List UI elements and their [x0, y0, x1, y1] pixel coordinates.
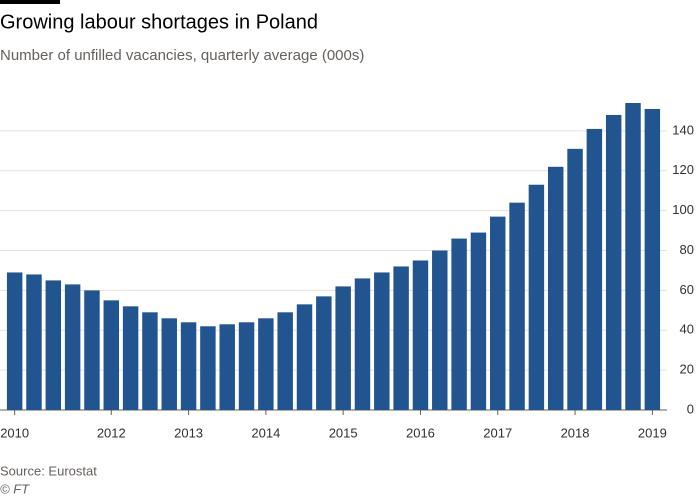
y-tick-label: 100: [672, 202, 694, 217]
bar: [200, 326, 216, 410]
bar: [238, 322, 255, 410]
bar: [490, 216, 506, 410]
bar: [374, 272, 390, 410]
bar: [432, 250, 448, 410]
x-tick-label: 2019: [638, 425, 667, 440]
bar: [470, 232, 487, 410]
bar: [547, 166, 564, 410]
chart-subtitle: Number of unfilled vacancies, quarterly …: [0, 47, 364, 64]
y-tick-label: 80: [680, 242, 694, 257]
bar: [567, 148, 583, 410]
bar: [335, 286, 351, 410]
x-tick-label: 2013: [174, 425, 203, 440]
x-tick-label: 2018: [561, 425, 590, 440]
y-tick-label: 120: [672, 162, 694, 177]
bar: [142, 312, 158, 410]
bar: [393, 266, 409, 410]
bar: [605, 114, 622, 411]
bar: [180, 322, 197, 410]
bar: [45, 280, 62, 410]
bar: [412, 260, 429, 410]
bar: [296, 304, 313, 410]
bar: [451, 238, 467, 410]
bar: [625, 102, 641, 411]
y-tick-label: 140: [672, 122, 694, 137]
x-tick-label: 2012: [97, 425, 126, 440]
brand-bar: [0, 0, 60, 4]
bar: [354, 278, 371, 410]
y-tick-label: 60: [680, 282, 694, 297]
bar: [26, 274, 42, 410]
bar: [84, 290, 100, 410]
bar: [277, 312, 293, 410]
bar: [586, 128, 603, 411]
bar: [219, 324, 235, 410]
bar: [6, 272, 23, 410]
bar: [258, 318, 274, 410]
bar: [509, 202, 525, 410]
source: Source: Eurostat: [0, 463, 97, 478]
bar: [161, 318, 177, 410]
bar: [122, 306, 139, 410]
x-tick-label: 2017: [483, 425, 512, 440]
x-tick-label: 2016: [406, 425, 435, 440]
bar: [644, 108, 661, 411]
bar: [316, 296, 332, 410]
bar: [528, 184, 545, 410]
y-tick-label: 40: [680, 322, 694, 337]
x-tick-label: 2015: [329, 425, 358, 440]
credit: © FT: [0, 481, 30, 496]
x-tick-label: 2010: [0, 425, 29, 440]
bar: [103, 300, 120, 410]
x-tick-label: 2014: [251, 425, 280, 440]
chart-title: Growing labour shortages in Poland: [0, 11, 318, 33]
y-tick-label: 20: [680, 362, 694, 377]
y-tick-label: 0: [687, 401, 694, 416]
bar: [64, 284, 81, 410]
